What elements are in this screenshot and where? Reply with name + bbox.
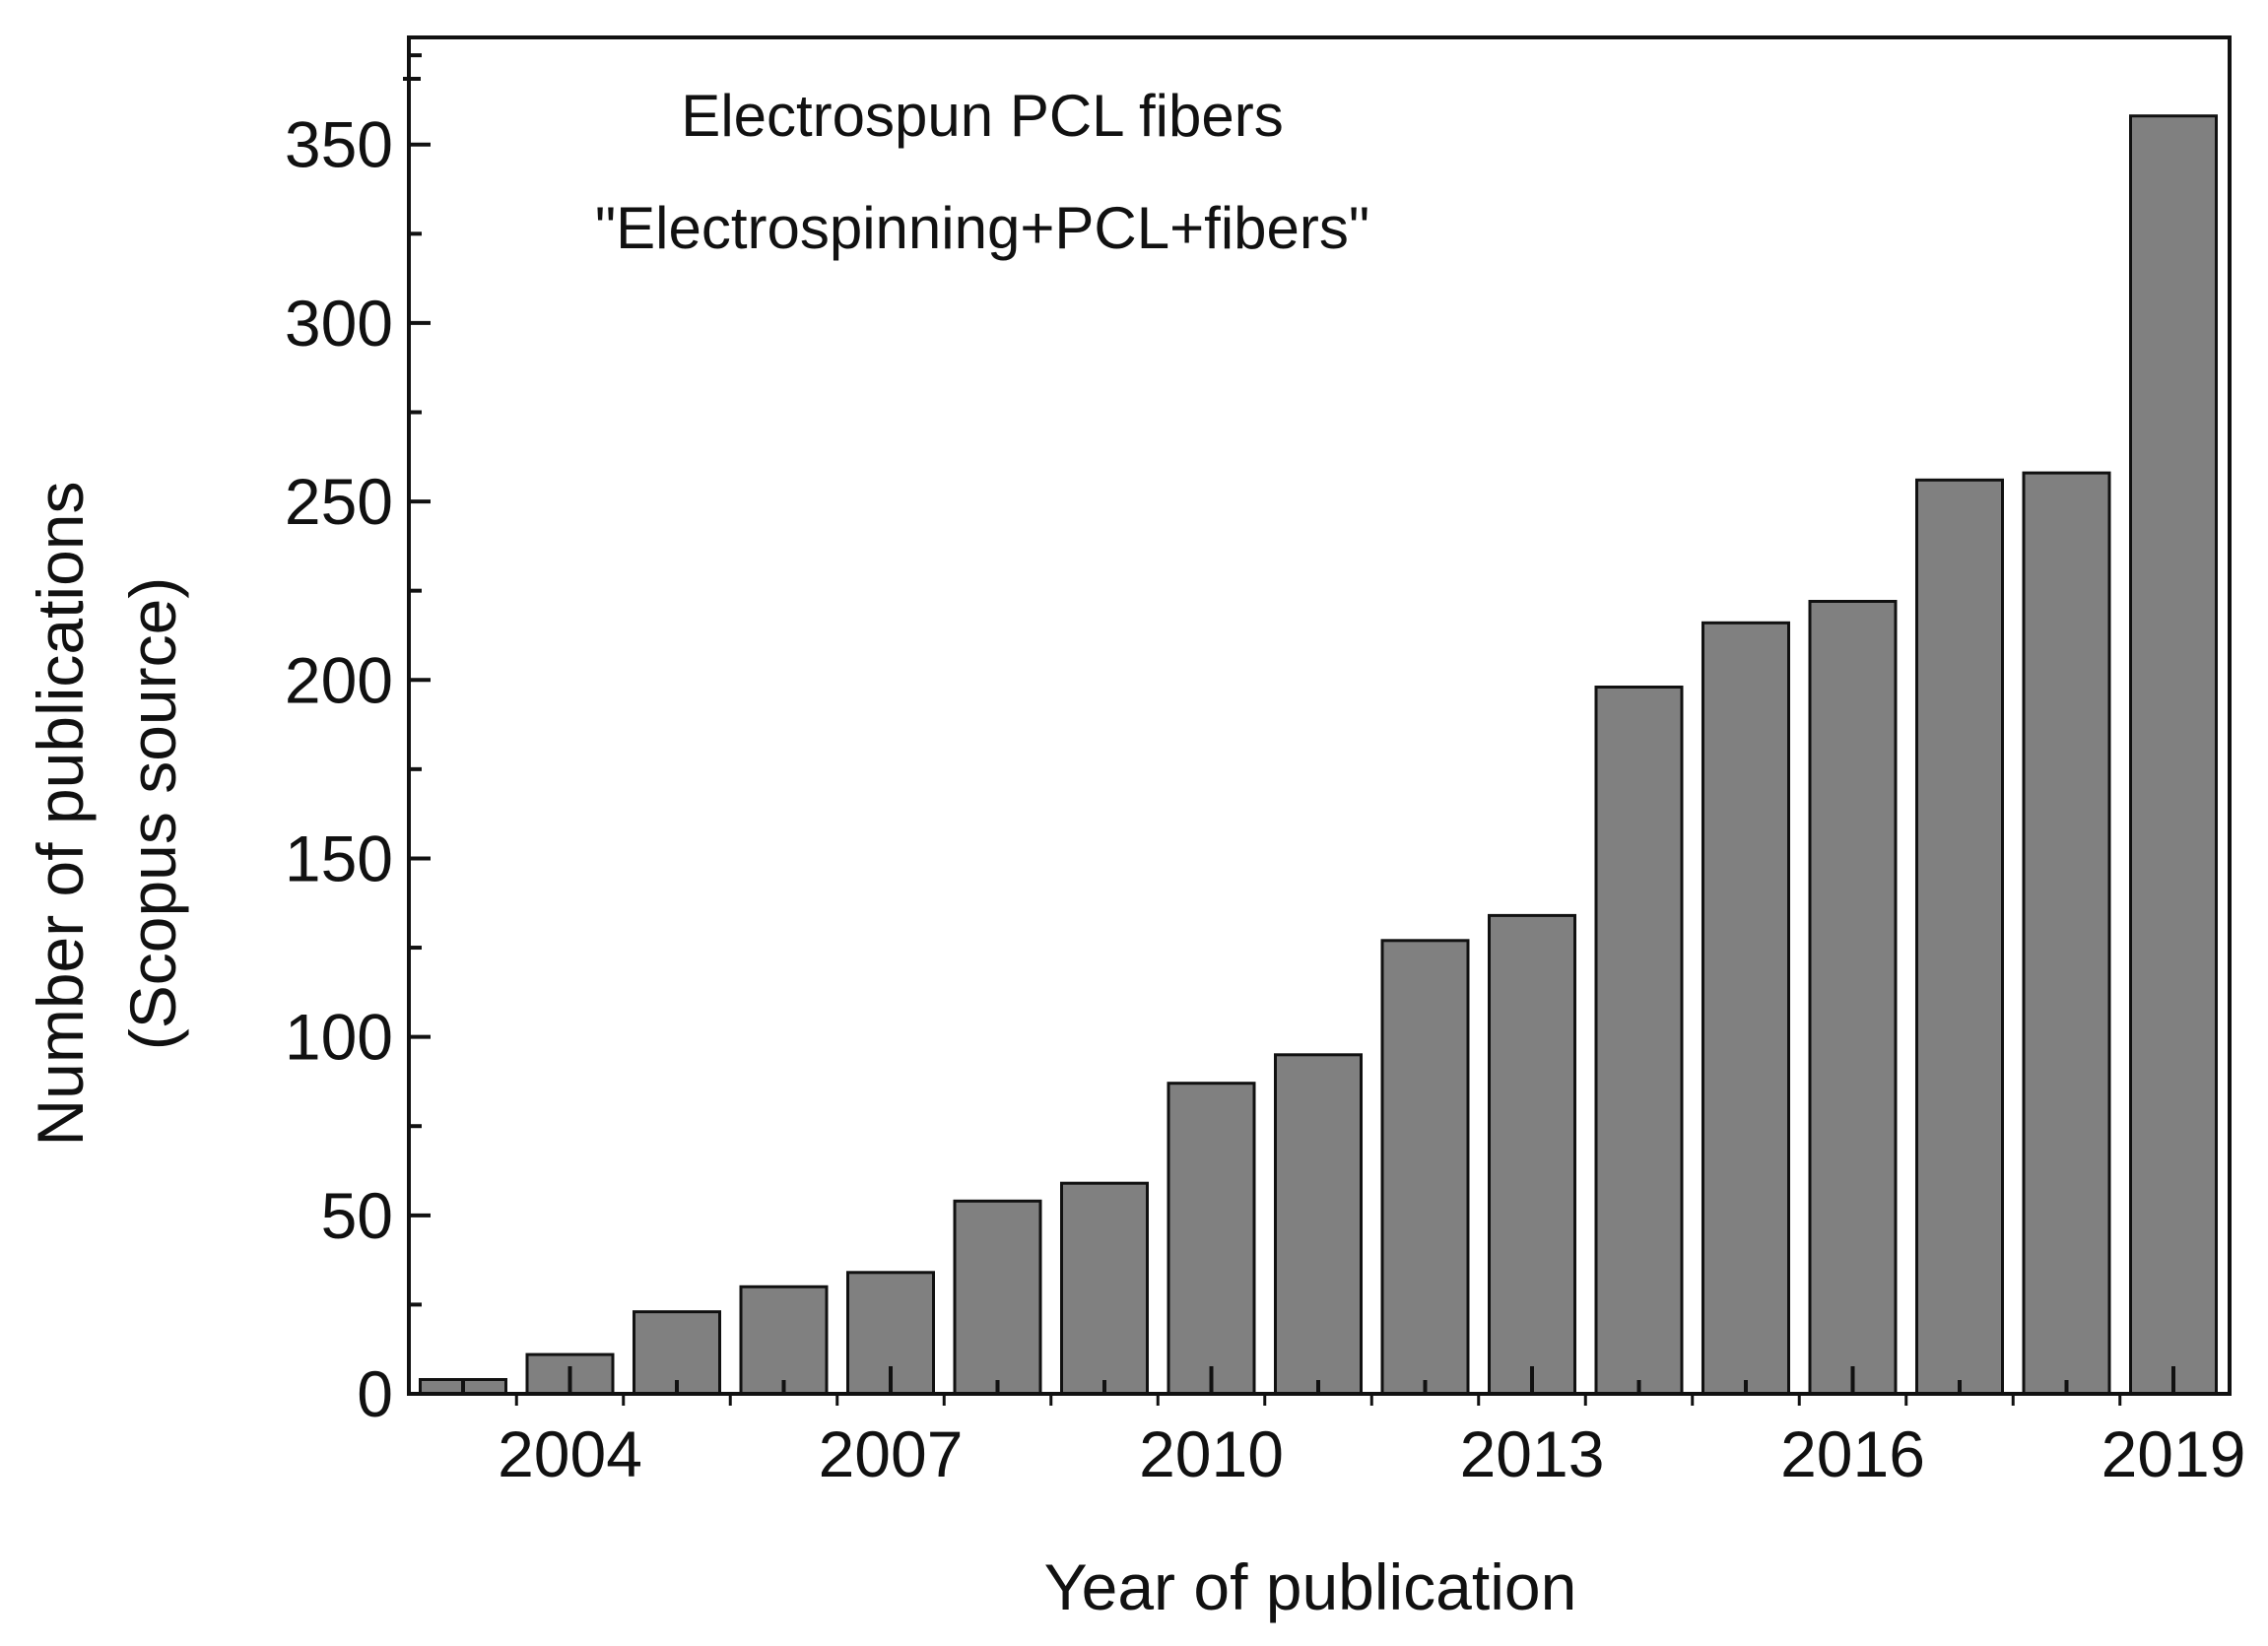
y-axis-title-line-2: (Scopus source) [116,577,189,1051]
bar-2015 [1701,621,1790,1396]
y-tick-label-0: 0 [357,1357,393,1430]
x-tick-label-2010: 2010 [1139,1417,1284,1490]
y-axis-title-line-1: Number of publications [24,481,97,1146]
x-tick-label-2013: 2013 [1460,1417,1605,1490]
y-tick-label-300: 300 [285,287,393,360]
annotation-title: Electrospun PCL fibers [681,83,1283,149]
bar-2009 [1060,1181,1149,1396]
x-axis-title: Year of publication [1044,1550,1577,1623]
bar-2017 [1915,478,2004,1396]
x-tick-label-2019: 2019 [2101,1417,2246,1490]
bar-2010 [1167,1082,1256,1396]
x-tick-label-2007: 2007 [819,1417,964,1490]
bar-2019 [2129,114,2218,1396]
x-tick-label-2004: 2004 [498,1417,642,1490]
bar-2008 [953,1199,1042,1396]
y-tick-label-50: 50 [321,1179,393,1252]
bar-2012 [1380,939,1470,1396]
ticks-group: 0 50 100 150 200 250 300 350 2004 2007 2010 2013 201… [285,53,2246,1490]
x-tick-label-2016: 2016 [1780,1417,1925,1490]
annotation-query: "Electrospinning+PCL+fibers" [595,195,1369,261]
y-tick-label-100: 100 [285,1001,393,1074]
bar-2016 [1808,600,1898,1396]
y-tick-label-200: 200 [285,643,393,716]
y-tick-label-350: 350 [285,108,393,181]
bar-2018 [2022,471,2111,1396]
bars-group [419,114,2218,1396]
y-tick-label-250: 250 [285,465,393,538]
y-tick-label-150: 150 [285,822,393,894]
bar-2014 [1594,686,1684,1396]
bar-2013 [1488,913,1576,1396]
bar-2006 [739,1284,829,1396]
bar-2011 [1274,1053,1363,1396]
